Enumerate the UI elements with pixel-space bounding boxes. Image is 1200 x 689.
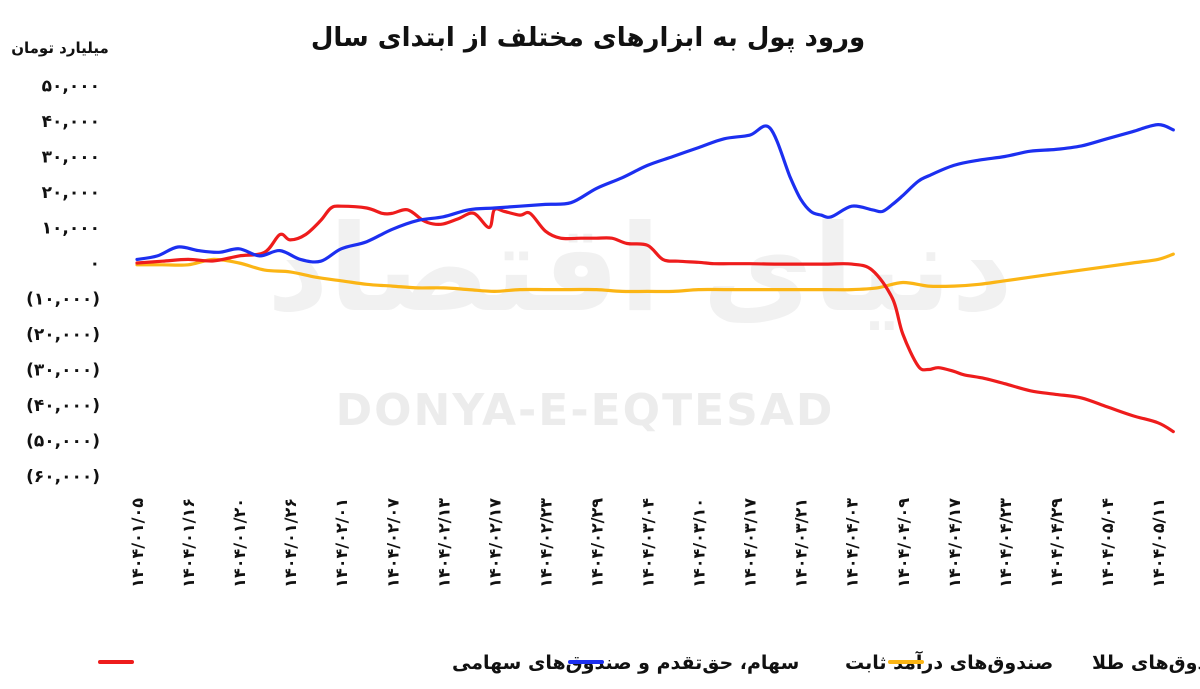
x-tick-label: ۱۴۰۴/۰۴/۰۹ xyxy=(894,498,913,588)
series-line-equity xyxy=(135,204,1175,434)
series-lines xyxy=(135,123,1175,434)
x-tick-label: ۱۴۰۴/۰۱/۰۵ xyxy=(128,498,147,588)
x-tick-label: ۱۴۰۴/۰۴/۲۳ xyxy=(996,498,1015,588)
y-tick-label: ۲۰,۰۰۰ xyxy=(42,183,100,203)
x-axis-ticks: ۱۴۰۴/۰۱/۰۵ ۱۴۰۴/۰۱/۱۶ ۱۴۰۴/۰۱/۲۰ ۱۴۰۴/۰۱/۲۶… xyxy=(128,498,1168,588)
x-tick-label: ۱۴۰۴/۰۵/۱۱ xyxy=(1149,498,1168,588)
x-tick-label: ۱۴۰۴/۰۱/۲۶ xyxy=(281,498,300,588)
y-tick-label: (۱۰,۰۰۰) xyxy=(26,290,100,310)
x-tick-label: ۱۴۰۴/۰۳/۱۰ xyxy=(690,498,709,588)
series-line-gold-funds xyxy=(135,252,1175,294)
x-tick-label: ۱۴۰۴/۰۲/۲۳ xyxy=(536,498,555,588)
watermark-latin: DONYA-E-EQTESAD xyxy=(336,385,835,436)
y-tick-label: ۱۰,۰۰۰ xyxy=(42,219,100,239)
legend-label: سهام، حق‌تقدم و صندوق‌های سهامی xyxy=(452,652,799,674)
legend-item-gold-funds: صندوق‌های طلا xyxy=(888,652,1200,674)
x-tick-label: ۱۴۰۴/۰۲/۰۱ xyxy=(332,498,351,588)
x-tick-label: ۱۴۰۴/۰۱/۲۰ xyxy=(230,498,249,588)
x-tick-label: ۱۴۰۴/۰۲/۲۹ xyxy=(587,498,606,588)
series-line-fixed-income xyxy=(135,123,1175,264)
y-tick-label: ۳۰,۰۰۰ xyxy=(42,148,100,168)
x-tick-label: ۱۴۰۴/۰۵/۰۴ xyxy=(1098,498,1117,588)
watermark-farsi: دنیای اقتصاد xyxy=(267,200,1013,339)
y-tick-label: (۲۰,۰۰۰) xyxy=(26,325,100,345)
y-tick-label: ۰ xyxy=(90,254,100,274)
y-tick-label: ۵۰,۰۰۰ xyxy=(42,77,100,97)
x-tick-label: ۱۴۰۴/۰۴/۱۷ xyxy=(945,498,964,588)
y-axis-ticks: ۵۰,۰۰۰ ۴۰,۰۰۰ ۳۰,۰۰۰ ۲۰,۰۰۰ ۱۰,۰۰۰ ۰ (۱۰,۰۰۰) (… xyxy=(26,77,100,488)
y-tick-label: (۳۰,۰۰۰) xyxy=(26,361,100,381)
x-tick-label: ۱۴۰۴/۰۳/۲۱ xyxy=(792,498,811,588)
y-tick-label: (۶۰,۰۰۰) xyxy=(26,467,100,487)
legend-label: صندوق‌های طلا xyxy=(1092,652,1200,674)
x-tick-label: ۱۴۰۴/۰۴/۰۳ xyxy=(843,498,862,588)
legend-item-equity: سهام، حق‌تقدم و صندوق‌های سهامی xyxy=(98,652,799,674)
chart-title: ورود پول به ابزارهای مختلف از ابتدای سال xyxy=(311,23,865,53)
y-tick-label: ۴۰,۰۰۰ xyxy=(42,112,100,132)
x-tick-label: ۱۴۰۴/۰۲/۱۳ xyxy=(434,498,453,588)
legend-item-fixed-income: صندوق‌های درآمد ثابت xyxy=(568,650,1053,674)
x-tick-label: ۱۴۰۴/۰۲/۰۷ xyxy=(383,498,402,588)
legend: سهام، حق‌تقدم و صندوق‌های سهامی صندوق‌های… xyxy=(98,650,1200,674)
x-tick-label: ۱۴۰۴/۰۳/۰۴ xyxy=(639,498,658,588)
y-axis-unit-label: میلیارد تومان xyxy=(11,39,109,57)
legend-label: صندوق‌های درآمد ثابت xyxy=(845,650,1053,674)
watermark: دنیای اقتصاد DONYA-E-EQTESAD xyxy=(267,200,1013,436)
x-tick-label: ۱۴۰۴/۰۲/۱۷ xyxy=(485,498,504,588)
x-tick-label: ۱۴۰۴/۰۴/۲۹ xyxy=(1047,498,1066,588)
x-tick-label: ۱۴۰۴/۰۱/۱۶ xyxy=(179,498,198,588)
y-tick-label: (۵۰,۰۰۰) xyxy=(26,432,100,452)
x-tick-label: ۱۴۰۴/۰۳/۱۷ xyxy=(741,498,760,588)
y-tick-label: (۴۰,۰۰۰) xyxy=(26,396,100,416)
